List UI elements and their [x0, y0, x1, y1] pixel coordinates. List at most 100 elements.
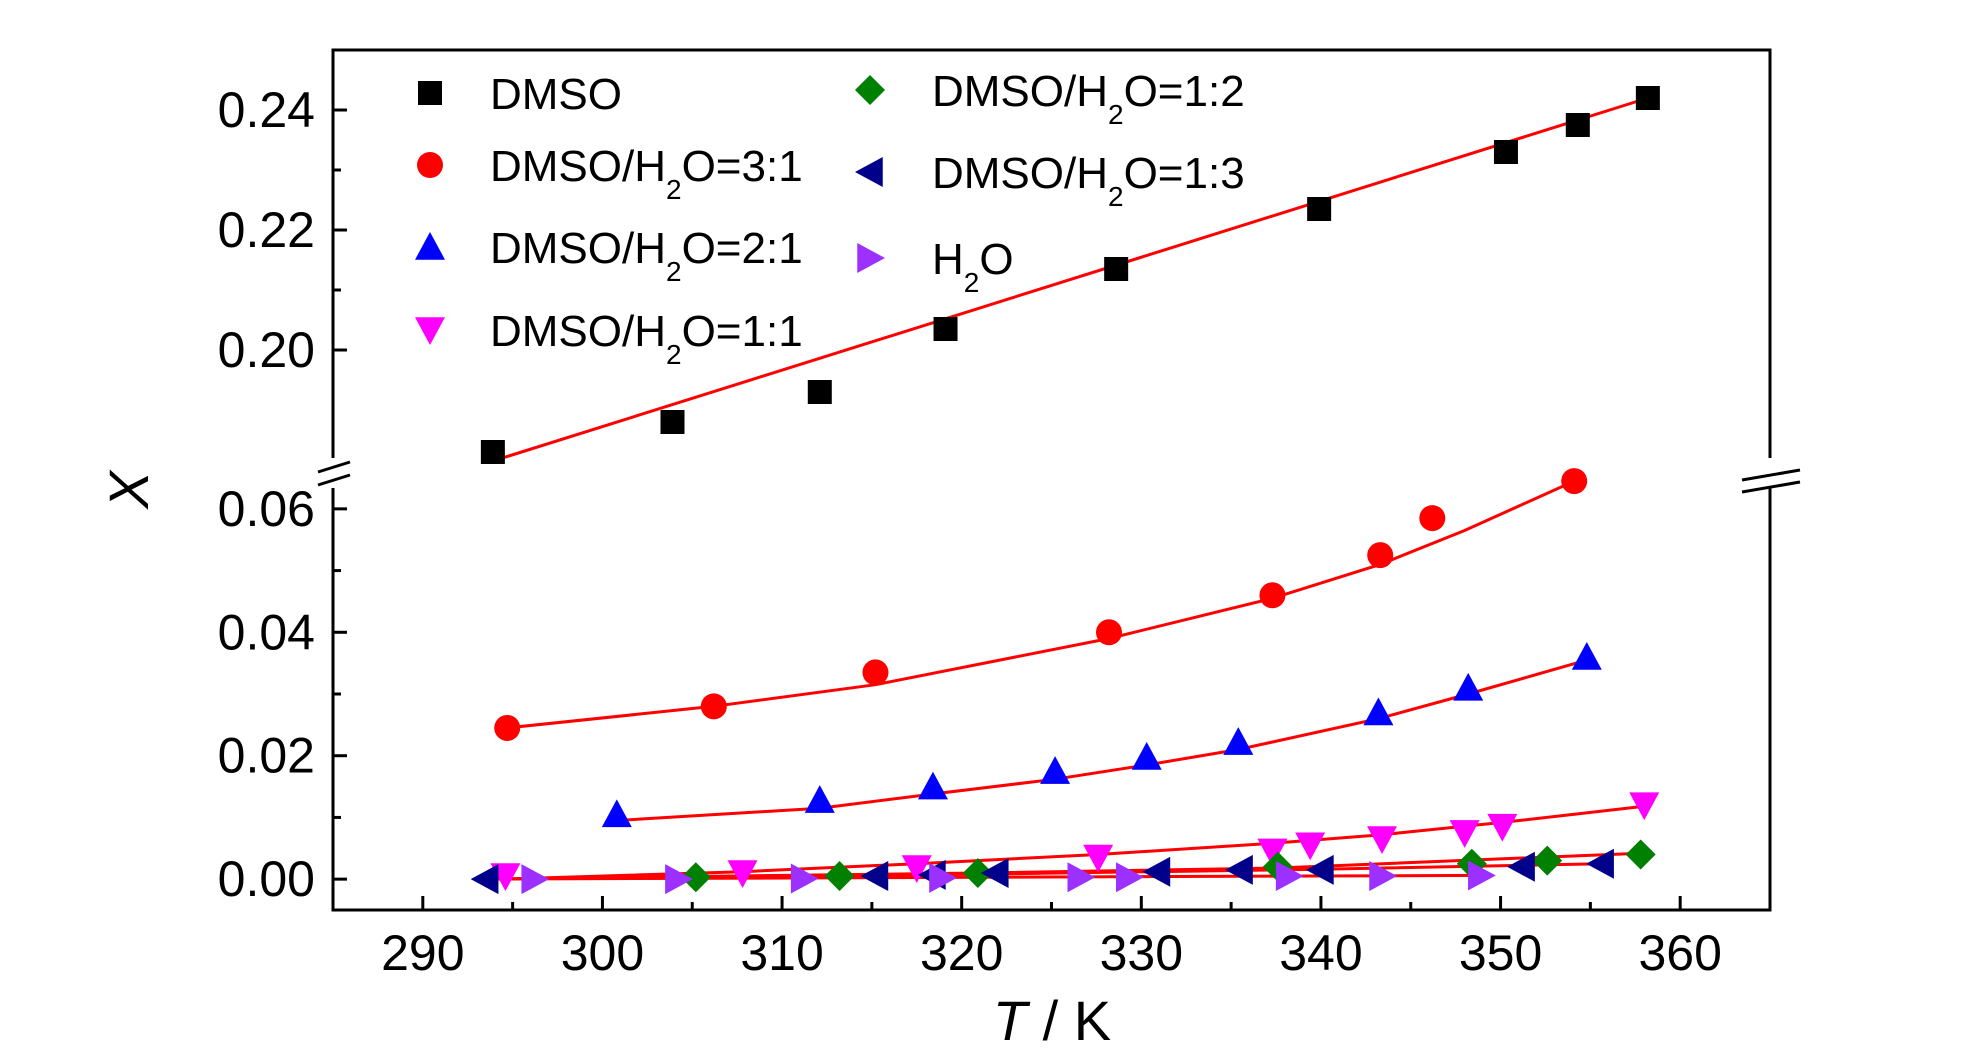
legend-marker [855, 157, 883, 187]
data-point [1369, 861, 1398, 892]
data-point [929, 862, 957, 893]
legend-label-main: DMSO/H [490, 142, 666, 191]
y-tick-label: 0.04 [218, 604, 315, 660]
data-point [1625, 839, 1656, 870]
series-points [680, 839, 1656, 893]
x-tick-label: 290 [381, 925, 464, 981]
data-point [494, 714, 521, 741]
y-tick-label: 0.22 [218, 202, 315, 258]
series-points [480, 86, 1660, 464]
legend-label-main: DMSO/H [932, 149, 1108, 198]
data-point [727, 860, 758, 888]
legend-label-main: DMSO [490, 70, 622, 119]
data-point [1104, 257, 1129, 281]
legend-label: DMSO/H2O=1:2 [932, 67, 1245, 130]
data-point [1367, 542, 1394, 569]
legend-item: DMSO/H2O=2:1 [415, 224, 803, 287]
data-point [601, 799, 632, 828]
data-point [1142, 856, 1171, 887]
data-points [470, 86, 1660, 895]
data-point [1586, 848, 1614, 879]
x-tick-label: 300 [561, 925, 644, 981]
legend-marker [418, 81, 442, 105]
legend-label-suffix: O=1:3 [1124, 149, 1245, 198]
y-tick-label: 0.02 [218, 728, 315, 784]
x-tick-label: 360 [1638, 925, 1721, 981]
x-axis-title: T / K [993, 989, 1111, 1052]
y-tick-label: 0.24 [218, 82, 315, 138]
legend-label-subscript: 2 [1108, 99, 1124, 130]
data-point [962, 857, 993, 888]
legend-label-subscript: 2 [666, 174, 682, 205]
data-point [1225, 854, 1253, 885]
data-point [1095, 619, 1122, 646]
data-point [1257, 838, 1288, 867]
legend-item: DMSO/H2O=3:1 [417, 142, 803, 205]
legend-label: H2O [932, 235, 1014, 298]
legend-label-suffix: O=1:1 [682, 307, 803, 356]
data-point [1305, 854, 1334, 885]
data-point [901, 855, 932, 884]
data-point [470, 864, 499, 895]
legend-label: DMSO/H2O=2:1 [490, 224, 803, 287]
legend-marker [415, 232, 445, 260]
data-point [860, 861, 889, 892]
legend: DMSODMSO/H2O=3:1DMSO/H2O=2:1DMSO/H2O=1:1… [415, 67, 1245, 370]
data-point [1115, 862, 1144, 893]
data-point [1131, 741, 1162, 770]
legend-label-subscript: 2 [666, 339, 682, 370]
data-point [1565, 113, 1590, 137]
data-point [1487, 813, 1518, 842]
data-point [1571, 641, 1602, 670]
data-point [1468, 860, 1496, 891]
data-point [700, 693, 727, 720]
tick-marks [333, 108, 1682, 910]
fit-line [507, 479, 1575, 730]
legend-marker [857, 243, 885, 273]
legend-item: H2O [857, 235, 1014, 298]
legend-marker [855, 75, 885, 105]
data-point [1419, 505, 1446, 532]
data-point [1449, 820, 1480, 848]
legend-label: DMSO/H2O=3:1 [490, 142, 803, 205]
y-axis-title: X [97, 469, 160, 511]
legend-item: DMSO/H2O=1:3 [855, 149, 1245, 212]
data-point [521, 864, 550, 895]
legend-label: DMSO [490, 70, 622, 119]
data-point [665, 864, 693, 895]
data-point [824, 861, 855, 892]
data-point [804, 785, 835, 813]
data-point [1067, 862, 1096, 893]
x-tick-label: 310 [740, 925, 823, 981]
fit-line [505, 804, 1645, 881]
legend-label-suffix: O [979, 235, 1013, 284]
legend-label-main: DMSO/H [490, 224, 666, 273]
data-point [1367, 826, 1398, 855]
data-point [1083, 844, 1114, 873]
legend-label-main: DMSO/H [490, 307, 666, 356]
data-point [1259, 582, 1286, 609]
data-point [680, 862, 711, 893]
data-point [1561, 468, 1588, 495]
legend-item: DMSO/H2O=1:2 [855, 67, 1245, 130]
legend-item: DMSO [418, 70, 622, 119]
data-point [790, 863, 819, 894]
data-point [1223, 727, 1254, 755]
legend-label-subscript: 2 [666, 256, 682, 287]
legend-label: DMSO/H2O=1:3 [932, 149, 1245, 212]
series-points [494, 468, 1588, 741]
data-point [1040, 756, 1071, 784]
legend-marker [417, 152, 443, 178]
y-tick-label: 0.00 [218, 851, 315, 907]
data-point [480, 440, 505, 464]
data-point [1532, 845, 1563, 876]
legend-label-subscript: 2 [1108, 181, 1124, 212]
data-point [807, 380, 832, 404]
legend-label-main: H [932, 235, 964, 284]
data-point [862, 659, 889, 686]
y-tick-label: 0.06 [218, 481, 315, 537]
data-point [1453, 672, 1484, 701]
series-points [490, 792, 1660, 892]
data-point [1363, 697, 1394, 726]
